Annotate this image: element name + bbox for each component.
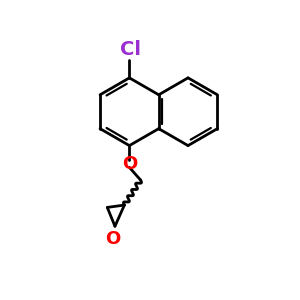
Text: O: O (105, 230, 120, 248)
Text: Cl: Cl (120, 40, 141, 59)
Text: O: O (122, 155, 137, 173)
